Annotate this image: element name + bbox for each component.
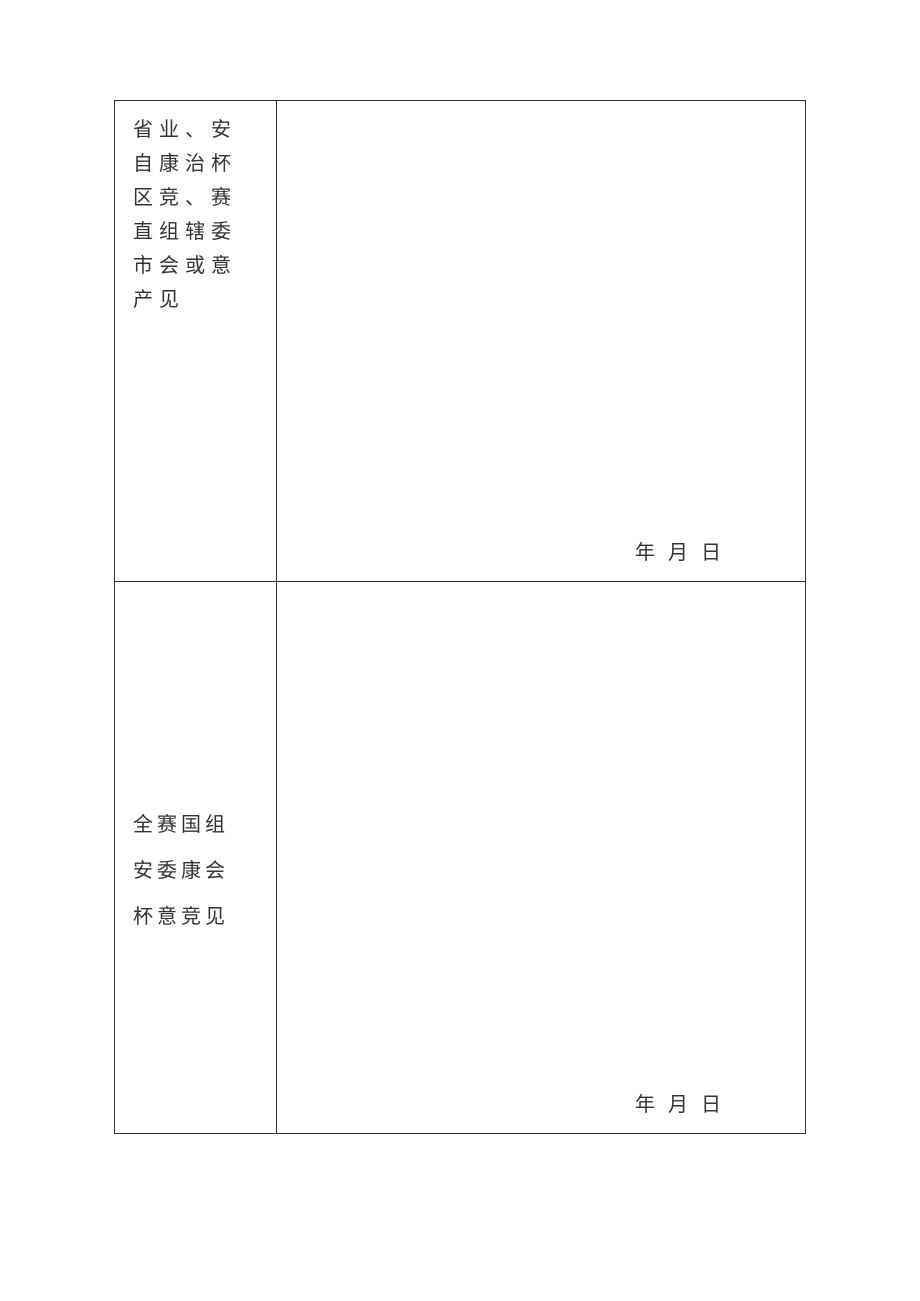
table-row: 省业、安 自康治杯 区竞、赛 直组辖委 市会或意 产见 年 月 日 [115, 101, 805, 582]
content-cell: 年 月 日 [277, 582, 805, 1133]
label-line: 市会或意 [133, 249, 258, 283]
label-text: 全赛国组 安委康会 杯意竞见 [133, 802, 229, 940]
label-line: 杯意竞见 [133, 894, 229, 940]
label-line: 安委康会 [133, 848, 229, 894]
label-line: 全赛国组 [133, 802, 229, 848]
label-line: 省业、安 [133, 113, 258, 147]
label-cell-provincial: 省业、安 自康治杯 区竞、赛 直组辖委 市会或意 产见 [115, 101, 277, 581]
label-line: 产见 [133, 283, 258, 317]
table-row: 全赛国组 安委康会 杯意竞见 年 月 日 [115, 582, 805, 1133]
label-line: 区竞、赛 [133, 181, 258, 215]
label-text: 省业、安 自康治杯 区竞、赛 直组辖委 市会或意 产见 [133, 113, 258, 317]
date-placeholder: 年 月 日 [635, 1088, 725, 1117]
label-line: 自康治杯 [133, 147, 258, 181]
label-cell-national: 全赛国组 安委康会 杯意竞见 [115, 582, 277, 1133]
approval-table: 省业、安 自康治杯 区竞、赛 直组辖委 市会或意 产见 年 月 日 全赛国组 安… [114, 100, 806, 1134]
label-line: 直组辖委 [133, 215, 258, 249]
content-cell: 年 月 日 [277, 101, 805, 581]
date-placeholder: 年 月 日 [635, 536, 725, 565]
